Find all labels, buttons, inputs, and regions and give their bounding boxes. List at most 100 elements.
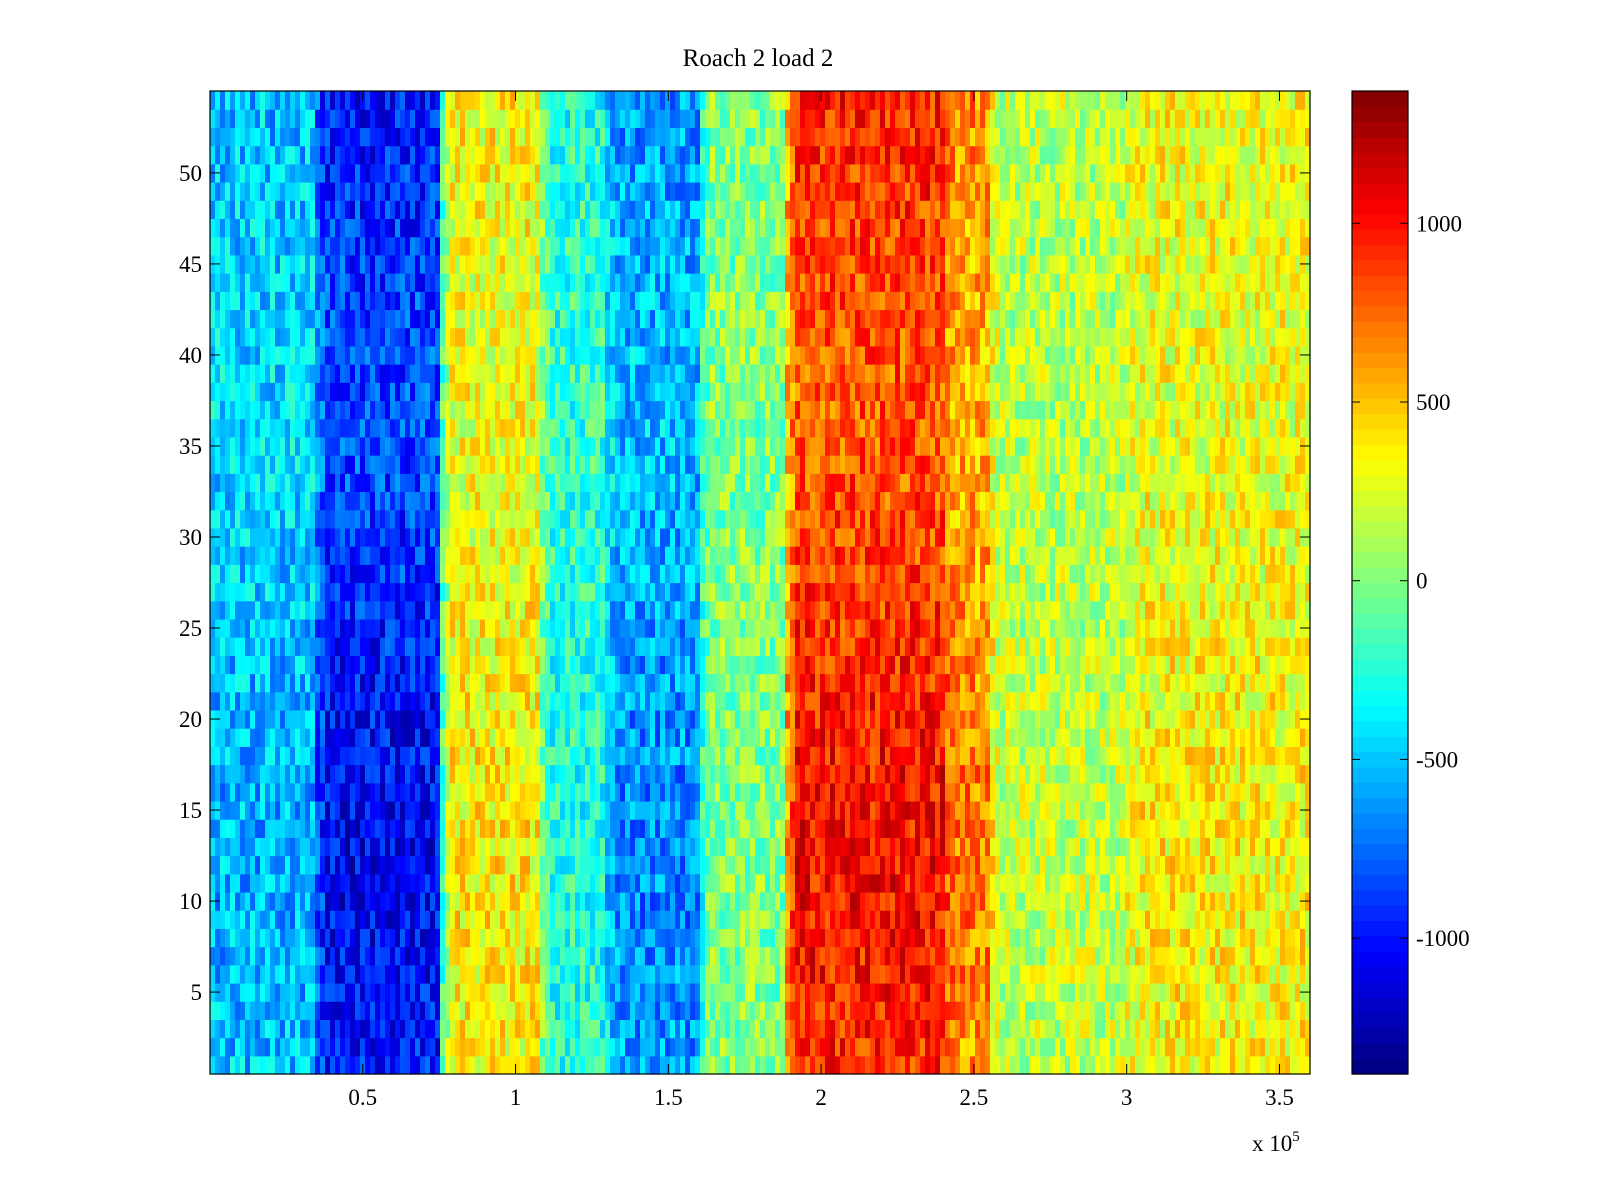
heatmap-cell xyxy=(365,564,371,584)
heatmap-cell xyxy=(645,855,651,875)
heatmap-cell xyxy=(430,564,436,584)
heatmap-cell xyxy=(510,655,516,675)
heatmap-cell xyxy=(485,400,491,420)
heatmap-cell xyxy=(625,709,631,729)
heatmap-cell xyxy=(245,163,251,183)
heatmap-cell xyxy=(250,91,256,110)
heatmap-cell xyxy=(320,345,326,365)
heatmap-cell xyxy=(270,309,276,329)
heatmap-cell xyxy=(240,637,246,656)
heatmap-cell xyxy=(645,309,651,329)
heatmap-cell xyxy=(430,655,436,675)
heatmap-cell xyxy=(525,182,531,201)
heatmap-cell xyxy=(480,145,486,165)
heatmap-cell xyxy=(330,254,336,274)
heatmap-cell xyxy=(380,891,386,911)
heatmap-cell xyxy=(265,819,271,838)
heatmap-cell xyxy=(370,837,376,857)
heatmap-cell xyxy=(425,782,431,802)
heatmap-cell xyxy=(365,891,371,911)
heatmap-cell xyxy=(585,145,591,165)
heatmap-cell xyxy=(535,928,541,948)
heatmap-cell xyxy=(245,928,251,948)
heatmap-cell xyxy=(260,910,266,929)
heatmap-cell xyxy=(635,891,641,911)
heatmap-cell xyxy=(405,946,411,966)
heatmap-cell xyxy=(545,618,551,638)
heatmap-cell xyxy=(595,873,601,893)
heatmap-cell xyxy=(425,637,431,656)
heatmap-cell xyxy=(545,327,551,347)
heatmap-cell xyxy=(285,436,291,456)
heatmap-cell xyxy=(510,273,516,292)
heatmap-cell xyxy=(210,746,216,766)
heatmap-cell xyxy=(670,891,676,911)
heatmap-cell xyxy=(330,709,336,729)
heatmap-cell xyxy=(600,418,606,438)
heatmap-cell xyxy=(640,163,646,183)
heatmap-cell xyxy=(315,309,321,329)
heatmap-cell xyxy=(555,1001,561,1020)
heatmap-cell xyxy=(415,728,421,747)
heatmap-cell xyxy=(370,819,376,838)
heatmap-cell xyxy=(290,709,296,729)
heatmap-cell xyxy=(550,182,556,201)
heatmap-cell xyxy=(595,473,601,493)
heatmap-cell xyxy=(465,546,471,565)
heatmap-cell xyxy=(225,1019,231,1039)
heatmap-cell xyxy=(260,946,266,966)
heatmap-cell xyxy=(550,673,556,693)
heatmap-cell xyxy=(470,691,476,711)
heatmap-cell xyxy=(365,1055,371,1075)
heatmap-cell xyxy=(455,673,461,693)
heatmap-cell xyxy=(340,618,346,638)
heatmap-cell xyxy=(295,309,301,329)
heatmap-cell xyxy=(230,291,236,311)
heatmap-cell xyxy=(220,891,226,911)
heatmap-cell xyxy=(365,928,371,948)
heatmap-cell xyxy=(320,618,326,638)
heatmap-cell xyxy=(525,691,531,711)
heatmap-cell xyxy=(380,782,386,802)
heatmap-cell xyxy=(595,837,601,857)
heatmap-cell xyxy=(565,291,571,311)
heatmap-cell xyxy=(355,345,361,365)
heatmap-cell xyxy=(360,345,366,365)
heatmap-cell xyxy=(560,964,566,984)
heatmap-cell xyxy=(660,873,666,893)
heatmap-cell xyxy=(285,345,291,365)
heatmap-cell xyxy=(445,273,451,292)
heatmap-cell xyxy=(440,418,446,438)
heatmap-cell xyxy=(220,327,226,347)
heatmap-cell xyxy=(670,637,676,656)
heatmap-cell xyxy=(345,637,351,656)
heatmap-cell xyxy=(295,345,301,365)
heatmap-cell xyxy=(295,582,301,602)
heatmap-cell xyxy=(360,746,366,766)
heatmap-cell xyxy=(230,782,236,802)
heatmap-cell xyxy=(310,764,316,784)
heatmap-cell xyxy=(450,400,456,420)
heatmap-cell xyxy=(220,946,226,966)
heatmap-cell xyxy=(625,782,631,802)
heatmap-cell xyxy=(655,218,661,238)
heatmap-cell xyxy=(225,1001,231,1020)
heatmap-cell xyxy=(520,491,526,511)
heatmap-cell xyxy=(495,819,501,838)
heatmap-cell xyxy=(655,109,661,128)
heatmap-cell xyxy=(465,910,471,929)
heatmap-cell xyxy=(625,564,631,584)
heatmap-cell xyxy=(510,382,516,402)
heatmap-cell xyxy=(435,691,441,711)
heatmap-cell xyxy=(545,273,551,292)
heatmap-cell xyxy=(665,673,671,693)
heatmap-cell xyxy=(660,309,666,329)
heatmap-cell xyxy=(525,291,531,311)
heatmap-cell xyxy=(310,582,316,602)
heatmap-cell xyxy=(550,582,556,602)
heatmap-cell xyxy=(640,400,646,420)
heatmap-cell xyxy=(305,673,311,693)
heatmap-cell xyxy=(490,764,496,784)
heatmap-cell xyxy=(475,364,481,383)
heatmap-cell xyxy=(635,382,641,402)
